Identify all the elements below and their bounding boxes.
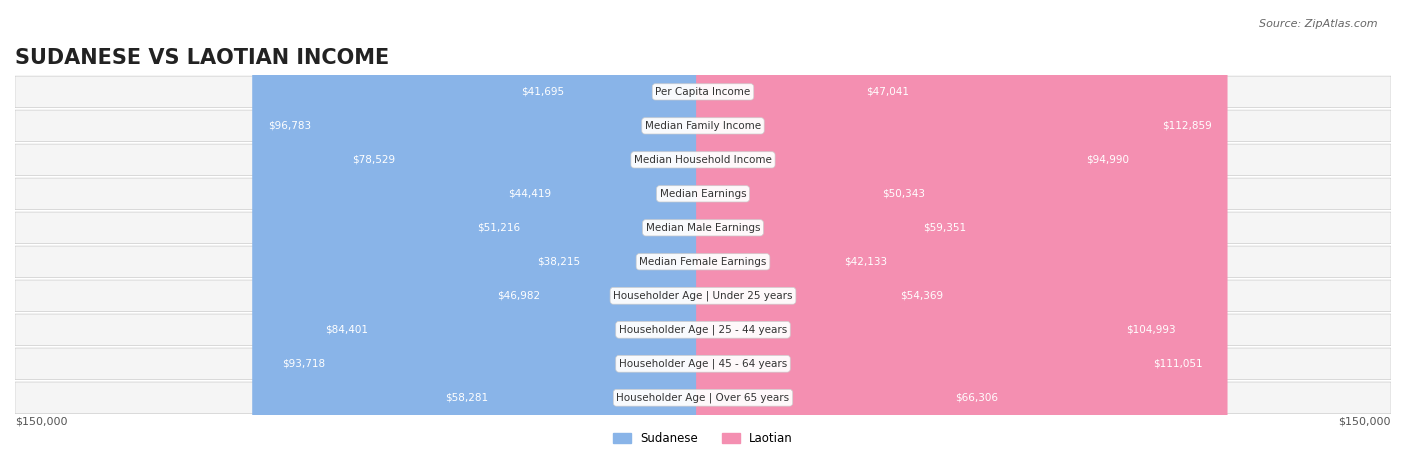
FancyBboxPatch shape bbox=[429, 0, 710, 467]
FancyBboxPatch shape bbox=[15, 110, 1391, 142]
Text: $50,343: $50,343 bbox=[882, 189, 925, 199]
Text: $94,990: $94,990 bbox=[1087, 155, 1129, 165]
FancyBboxPatch shape bbox=[336, 0, 710, 467]
Text: $150,000: $150,000 bbox=[15, 417, 67, 426]
Text: $112,859: $112,859 bbox=[1161, 121, 1212, 131]
FancyBboxPatch shape bbox=[461, 0, 710, 467]
Text: $104,993: $104,993 bbox=[1126, 325, 1175, 335]
Legend: Sudanese, Laotian: Sudanese, Laotian bbox=[609, 427, 797, 450]
Text: Median Earnings: Median Earnings bbox=[659, 189, 747, 199]
FancyBboxPatch shape bbox=[15, 246, 1391, 277]
Text: $111,051: $111,051 bbox=[1153, 359, 1204, 369]
Text: SUDANESE VS LAOTIAN INCOME: SUDANESE VS LAOTIAN INCOME bbox=[15, 48, 389, 68]
Text: $51,216: $51,216 bbox=[477, 223, 520, 233]
Text: $59,351: $59,351 bbox=[922, 223, 966, 233]
Text: $47,041: $47,041 bbox=[866, 87, 910, 97]
FancyBboxPatch shape bbox=[520, 0, 710, 467]
FancyBboxPatch shape bbox=[309, 0, 710, 467]
FancyBboxPatch shape bbox=[696, 0, 1219, 467]
Text: $66,306: $66,306 bbox=[955, 393, 998, 403]
FancyBboxPatch shape bbox=[696, 0, 1227, 467]
Text: $54,369: $54,369 bbox=[900, 291, 943, 301]
Text: $46,982: $46,982 bbox=[496, 291, 540, 301]
FancyBboxPatch shape bbox=[505, 0, 710, 467]
Text: Median Household Income: Median Household Income bbox=[634, 155, 772, 165]
Text: $42,133: $42,133 bbox=[844, 257, 887, 267]
FancyBboxPatch shape bbox=[15, 348, 1391, 380]
FancyBboxPatch shape bbox=[696, 0, 1146, 467]
Text: $41,695: $41,695 bbox=[522, 87, 564, 97]
FancyBboxPatch shape bbox=[696, 0, 983, 467]
Text: Median Male Earnings: Median Male Earnings bbox=[645, 223, 761, 233]
FancyBboxPatch shape bbox=[15, 280, 1391, 311]
FancyBboxPatch shape bbox=[696, 0, 959, 467]
FancyBboxPatch shape bbox=[15, 314, 1391, 346]
Text: $78,529: $78,529 bbox=[352, 155, 395, 165]
Text: Householder Age | 45 - 64 years: Householder Age | 45 - 64 years bbox=[619, 359, 787, 369]
Text: Householder Age | 25 - 44 years: Householder Age | 25 - 44 years bbox=[619, 325, 787, 335]
Text: Source: ZipAtlas.com: Source: ZipAtlas.com bbox=[1260, 19, 1378, 28]
FancyBboxPatch shape bbox=[696, 0, 941, 467]
Text: $150,000: $150,000 bbox=[1339, 417, 1391, 426]
Text: $96,783: $96,783 bbox=[269, 121, 311, 131]
FancyBboxPatch shape bbox=[696, 0, 925, 467]
FancyBboxPatch shape bbox=[492, 0, 710, 467]
Text: Per Capita Income: Per Capita Income bbox=[655, 87, 751, 97]
Text: Householder Age | Under 25 years: Householder Age | Under 25 years bbox=[613, 290, 793, 301]
FancyBboxPatch shape bbox=[266, 0, 710, 467]
FancyBboxPatch shape bbox=[696, 0, 1191, 467]
Text: Householder Age | Over 65 years: Householder Age | Over 65 years bbox=[616, 392, 790, 403]
Text: $58,281: $58,281 bbox=[444, 393, 488, 403]
FancyBboxPatch shape bbox=[15, 144, 1391, 176]
FancyBboxPatch shape bbox=[15, 382, 1391, 413]
Text: $93,718: $93,718 bbox=[283, 359, 325, 369]
FancyBboxPatch shape bbox=[15, 212, 1391, 244]
FancyBboxPatch shape bbox=[15, 178, 1391, 210]
Text: $84,401: $84,401 bbox=[325, 325, 368, 335]
Text: $44,419: $44,419 bbox=[509, 189, 551, 199]
FancyBboxPatch shape bbox=[481, 0, 710, 467]
FancyBboxPatch shape bbox=[252, 0, 710, 467]
FancyBboxPatch shape bbox=[696, 0, 903, 467]
Text: Median Family Income: Median Family Income bbox=[645, 121, 761, 131]
Text: $38,215: $38,215 bbox=[537, 257, 581, 267]
FancyBboxPatch shape bbox=[15, 76, 1391, 107]
Text: Median Female Earnings: Median Female Earnings bbox=[640, 257, 766, 267]
FancyBboxPatch shape bbox=[696, 0, 1014, 467]
